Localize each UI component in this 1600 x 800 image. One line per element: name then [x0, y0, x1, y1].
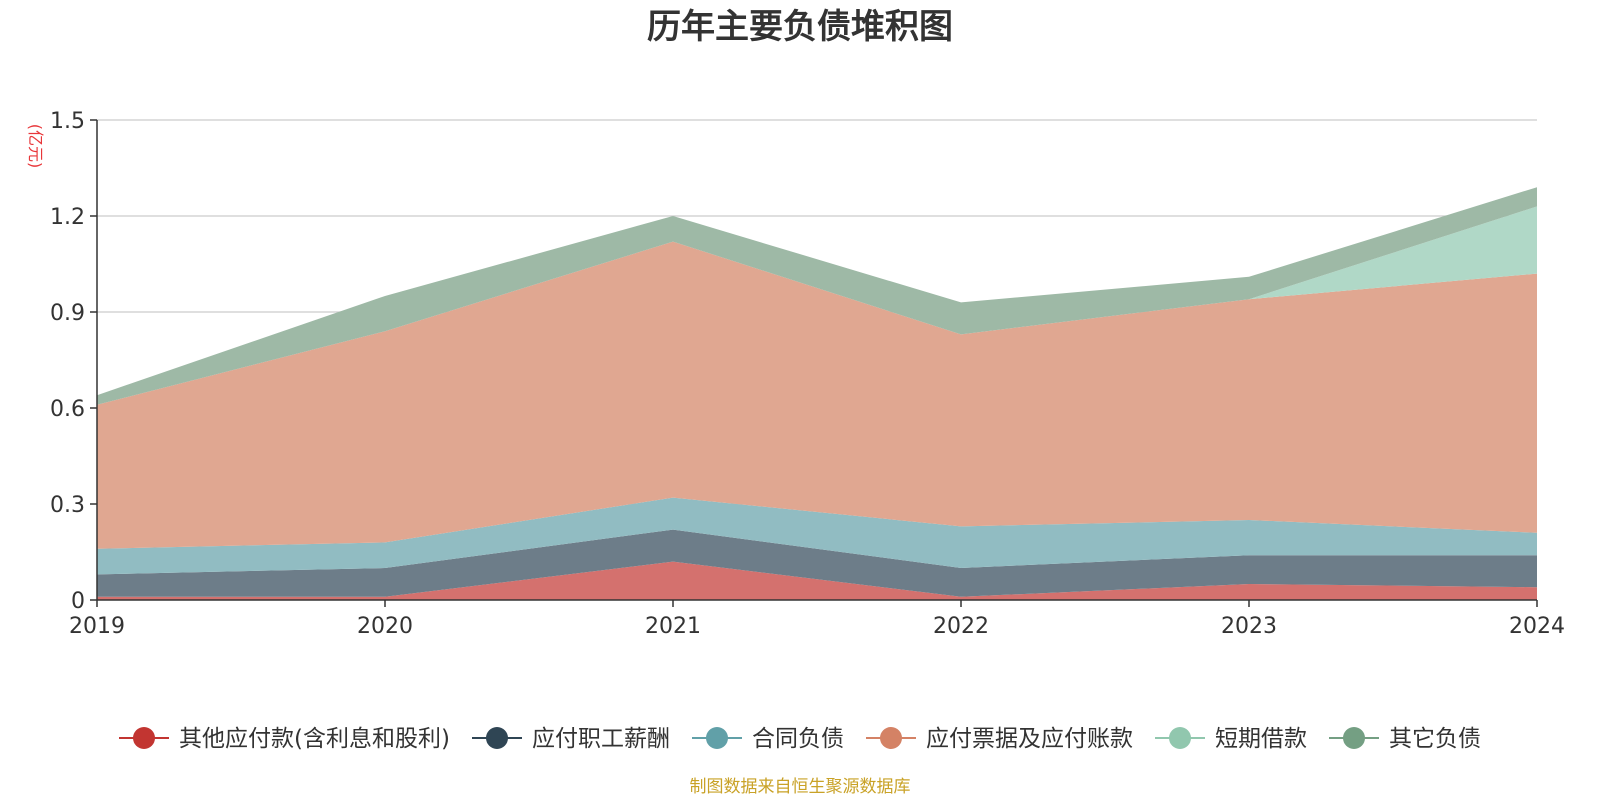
y-axis-unit-label: (亿元) — [26, 124, 45, 169]
y-tick-label: 0.9 — [50, 301, 85, 326]
legend-circle-icon — [133, 727, 155, 749]
area-series-2 — [97, 497, 1537, 575]
legend-label: 应付职工薪酬 — [532, 726, 670, 752]
legend-circle-icon — [1169, 727, 1191, 749]
legend-item-2[interactable]: 合同负债 — [692, 726, 844, 752]
legend-circle-icon — [880, 727, 902, 749]
legend-circle-icon — [1343, 727, 1365, 749]
y-tick-label: 0 — [71, 589, 85, 614]
area-series-5 — [97, 187, 1537, 405]
area-series-group — [97, 187, 1537, 600]
legend-item-1[interactable]: 应付职工薪酬 — [472, 726, 670, 752]
x-tick-label: 2020 — [357, 614, 413, 639]
legend[interactable]: 其他应付款(含利息和股利) 应付职工薪酬 合同负债 应付票据及应付账款 短期借款 其它负债 — [119, 726, 1481, 752]
x-tick-label: 2022 — [933, 614, 989, 639]
legend-circle-icon — [706, 727, 728, 749]
legend-circle-icon — [486, 727, 508, 749]
y-tick-label: 0.3 — [50, 493, 85, 518]
y-tick-label: 1.2 — [50, 205, 85, 230]
legend-label: 合同负债 — [752, 726, 844, 752]
y-tick-label: 0.6 — [50, 397, 85, 422]
data-source-note: 制图数据来自恒生聚源数据库 — [690, 777, 911, 797]
area-series-0 — [97, 561, 1537, 600]
legend-label: 应付票据及应付账款 — [926, 726, 1133, 752]
x-tick-label: 2023 — [1221, 614, 1277, 639]
x-tick-label: 2019 — [69, 614, 125, 639]
area-series-1 — [97, 529, 1537, 597]
legend-item-3[interactable]: 应付票据及应付账款 — [866, 726, 1133, 752]
legend-label: 其它负债 — [1389, 726, 1481, 752]
legend-item-5[interactable]: 其它负债 — [1329, 726, 1481, 752]
axes: 0 0.3 0.6 0.9 1.2 1.5 2019 2020 2021 2022 2023 2024 — [50, 109, 1565, 639]
legend-item-0[interactable]: 其他应付款(含利息和股利) — [119, 726, 450, 752]
x-tick-label: 2024 — [1509, 614, 1565, 639]
legend-label: 其他应付款(含利息和股利) — [179, 726, 450, 752]
y-tick-label: 1.5 — [50, 109, 85, 134]
legend-item-4[interactable]: 短期借款 — [1155, 726, 1307, 752]
chart-title: 历年主要负债堆积图 — [647, 7, 953, 47]
x-tick-label: 2021 — [645, 614, 701, 639]
legend-label: 短期借款 — [1215, 726, 1307, 752]
area-series-3 — [97, 241, 1537, 549]
